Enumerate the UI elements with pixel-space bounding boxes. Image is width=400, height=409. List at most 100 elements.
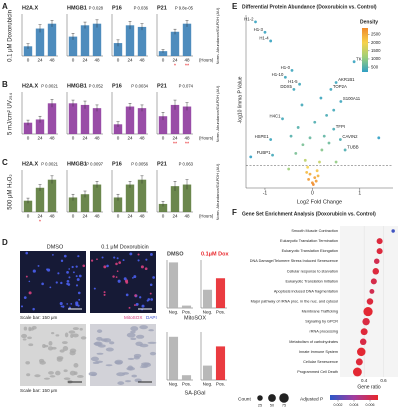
x-axis-label: Gene ratio xyxy=(357,384,381,390)
cell xyxy=(72,271,75,274)
x-tick-label: Neg. xyxy=(203,310,213,315)
cell xyxy=(63,254,67,258)
cell xyxy=(76,375,84,378)
category-label: DNA Damage/Telomere Stress Induced Senes… xyxy=(250,259,338,263)
x-tick-label: 1 xyxy=(358,190,361,196)
chart-title: P16 xyxy=(112,83,122,89)
cell xyxy=(61,341,68,345)
cell xyxy=(145,258,148,261)
cell xyxy=(51,346,57,350)
bar xyxy=(158,203,168,212)
cell xyxy=(93,287,96,290)
dot xyxy=(373,258,380,264)
stain-label: DAPI xyxy=(146,315,157,320)
point xyxy=(263,30,267,34)
bar xyxy=(125,25,135,56)
cell xyxy=(77,291,81,295)
cell xyxy=(43,377,51,380)
cell xyxy=(59,349,65,353)
chart-title: H2A.X xyxy=(22,83,39,89)
cell xyxy=(60,259,64,263)
x-tick-label: 48 xyxy=(49,58,55,63)
cell xyxy=(137,259,140,262)
point xyxy=(315,169,319,173)
x-tick-label: 0 xyxy=(27,136,30,141)
x-tick-label: -1 xyxy=(263,190,268,196)
y-axis-label: Norm. Abundance/GAPDH (AU) xyxy=(215,7,220,64)
dot xyxy=(363,306,373,317)
x-axis-label: Log2 Fold Change xyxy=(297,199,342,205)
chart-title: HMGB1 xyxy=(67,5,87,11)
cell xyxy=(103,338,112,343)
bar xyxy=(137,26,147,56)
panel-label: D xyxy=(2,238,8,247)
bar xyxy=(68,36,78,56)
cell xyxy=(129,252,133,256)
bar xyxy=(181,375,192,380)
bar xyxy=(182,106,192,134)
bar xyxy=(215,346,226,380)
bar xyxy=(125,184,135,212)
chart-title: 0.1μM Dox xyxy=(201,251,229,257)
dot xyxy=(355,358,363,366)
cell xyxy=(77,255,80,258)
bar xyxy=(168,262,179,308)
point-label: AKR1B1 xyxy=(338,77,355,82)
cell xyxy=(63,377,71,380)
cell xyxy=(96,258,98,261)
cell xyxy=(122,259,125,262)
point-label: H4C1 xyxy=(270,113,282,118)
cell xyxy=(66,280,70,283)
cell xyxy=(25,361,30,365)
cell xyxy=(60,281,63,285)
point xyxy=(287,167,291,171)
cell xyxy=(75,284,79,287)
cell xyxy=(51,331,55,335)
bar xyxy=(182,184,192,212)
p-value: P 0.036 xyxy=(134,5,149,10)
colorbar-title: Density xyxy=(360,19,378,25)
cell xyxy=(101,256,104,259)
point xyxy=(269,138,273,141)
cell xyxy=(117,381,125,385)
cell xyxy=(146,299,149,302)
point xyxy=(307,177,310,181)
point-label: H1-0 xyxy=(281,65,291,70)
category-label: Signaling by GPCR xyxy=(305,320,338,324)
point xyxy=(320,148,324,152)
x-tick-label: 0 xyxy=(117,58,120,63)
x-unit: (Hours) xyxy=(199,214,214,219)
cell xyxy=(39,360,46,365)
dot xyxy=(369,288,375,294)
point xyxy=(313,120,317,124)
bar xyxy=(68,103,78,134)
x-tick-label: 48 xyxy=(94,58,100,63)
x-tick-label: 0 xyxy=(311,190,314,196)
cell xyxy=(27,336,32,340)
cell xyxy=(69,350,76,356)
point xyxy=(271,153,274,157)
cell xyxy=(75,301,79,305)
cell xyxy=(23,296,27,299)
x-tick-label: 0.4 xyxy=(361,378,368,383)
x-tick-label: Pos. xyxy=(216,382,225,387)
cell xyxy=(72,333,79,338)
chart-title: DMSO xyxy=(167,251,184,257)
p-value: P 9.8e-05 xyxy=(175,5,194,10)
colorbar xyxy=(330,395,378,400)
cell xyxy=(96,329,103,333)
point-label: HSPE1 xyxy=(255,134,270,139)
bar xyxy=(202,365,213,380)
x-tick-label: 48 xyxy=(184,214,190,219)
legend-title: Adjusted P xyxy=(300,396,323,402)
point xyxy=(322,134,326,138)
bar xyxy=(80,194,90,212)
chart-title: P16 xyxy=(112,5,122,11)
cell xyxy=(123,277,127,281)
cell xyxy=(125,293,129,297)
cell xyxy=(26,373,31,377)
cell xyxy=(68,276,71,279)
p-value: P 0.0034 xyxy=(131,83,148,88)
p-value: P 0.0021 xyxy=(41,83,58,88)
point xyxy=(294,152,298,155)
